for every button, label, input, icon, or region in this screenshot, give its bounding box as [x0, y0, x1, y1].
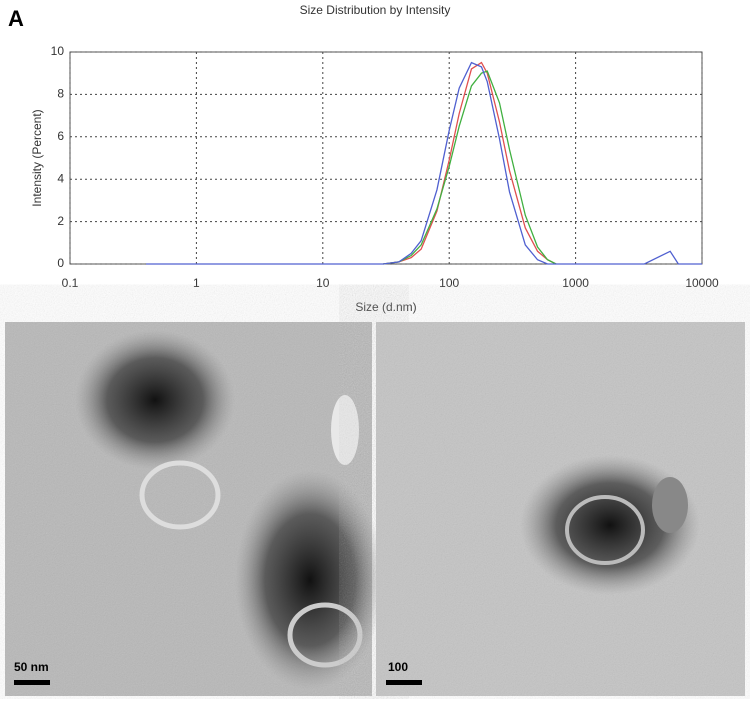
scale-bar-label: 50 nm — [14, 660, 49, 674]
y-tick-label: 0 — [57, 256, 64, 270]
scale-bar-label: 100 — [388, 660, 408, 674]
chart: Size Distribution by Intensity Size (d.n… — [30, 3, 719, 314]
x-tick-label: 100 — [439, 276, 459, 290]
x-tick-label: 0.1 — [62, 276, 79, 290]
tem-images: 50 nm 100 — [5, 322, 745, 696]
y-tick-label: 8 — [57, 87, 64, 101]
chart-title: Size Distribution by Intensity — [300, 3, 451, 17]
y-tick-label: 10 — [51, 44, 65, 58]
x-axis-label: Size (d.nm) — [355, 300, 416, 314]
vesicle — [652, 477, 688, 533]
y-axis-label: Intensity (Percent) — [30, 109, 44, 206]
scale-bar — [14, 680, 50, 685]
vesicle — [331, 395, 359, 465]
data-line — [383, 61, 557, 265]
scale-bar — [386, 680, 422, 685]
particle-cluster — [75, 330, 235, 470]
data-line — [383, 70, 557, 265]
x-tick-label: 10000 — [685, 276, 719, 290]
x-tick-label: 10 — [316, 276, 330, 290]
particle-cluster — [235, 470, 385, 690]
plot-area — [69, 51, 703, 265]
x-tick-label: 1000 — [562, 276, 589, 290]
panel-label: A — [8, 6, 24, 31]
y-tick-label: 6 — [57, 129, 64, 143]
data-line — [146, 61, 702, 265]
y-tick-label: 2 — [57, 214, 64, 228]
y-tick-label: 4 — [57, 171, 64, 185]
vesicle — [287, 602, 363, 668]
x-tick-label: 1 — [193, 276, 200, 290]
vesicle — [565, 495, 645, 565]
vesicle — [139, 460, 221, 530]
